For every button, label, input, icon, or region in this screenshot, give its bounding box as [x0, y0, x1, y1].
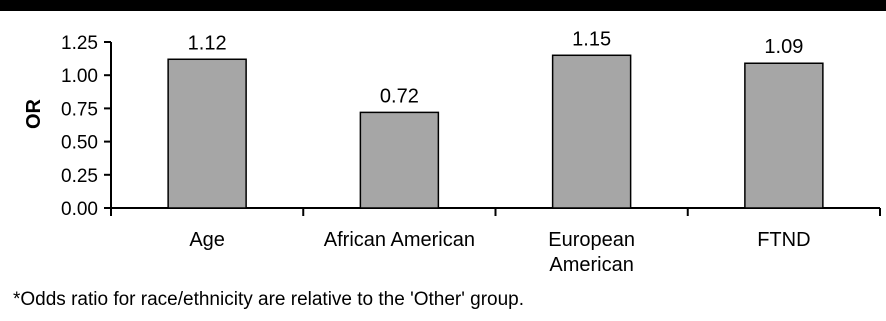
y-tick-label: 0.75 [61, 99, 98, 120]
bar [167, 58, 247, 209]
x-tick-label: African American [324, 229, 475, 251]
data-label: 1.15 [572, 28, 611, 50]
x-tick-label: American [549, 254, 633, 276]
top-rule [0, 0, 886, 11]
data-label: 0.72 [380, 85, 419, 107]
x-tick-label: Age [189, 229, 225, 251]
x-tick-label: European [548, 229, 635, 251]
y-tick-label: 0.25 [61, 166, 98, 187]
y-axis-label: OR [23, 98, 45, 129]
y-tick-label: 0.00 [61, 199, 98, 220]
bar [551, 54, 632, 209]
x-tick-label: FTND [757, 229, 810, 251]
y-tick-label: 1.25 [61, 33, 98, 54]
bar [359, 111, 440, 209]
bar [744, 62, 824, 209]
data-label: 1.12 [188, 32, 227, 54]
data-label: 1.09 [764, 36, 803, 58]
y-tick-label: 1.00 [61, 66, 98, 87]
footnote: *Odds ratio for race/ethnicity are relat… [13, 289, 525, 310]
y-tick-label: 0.50 [61, 133, 98, 154]
labels: 1.12 Age 0.72 African American 1.15 European A… [188, 28, 811, 276]
bars [167, 54, 824, 209]
